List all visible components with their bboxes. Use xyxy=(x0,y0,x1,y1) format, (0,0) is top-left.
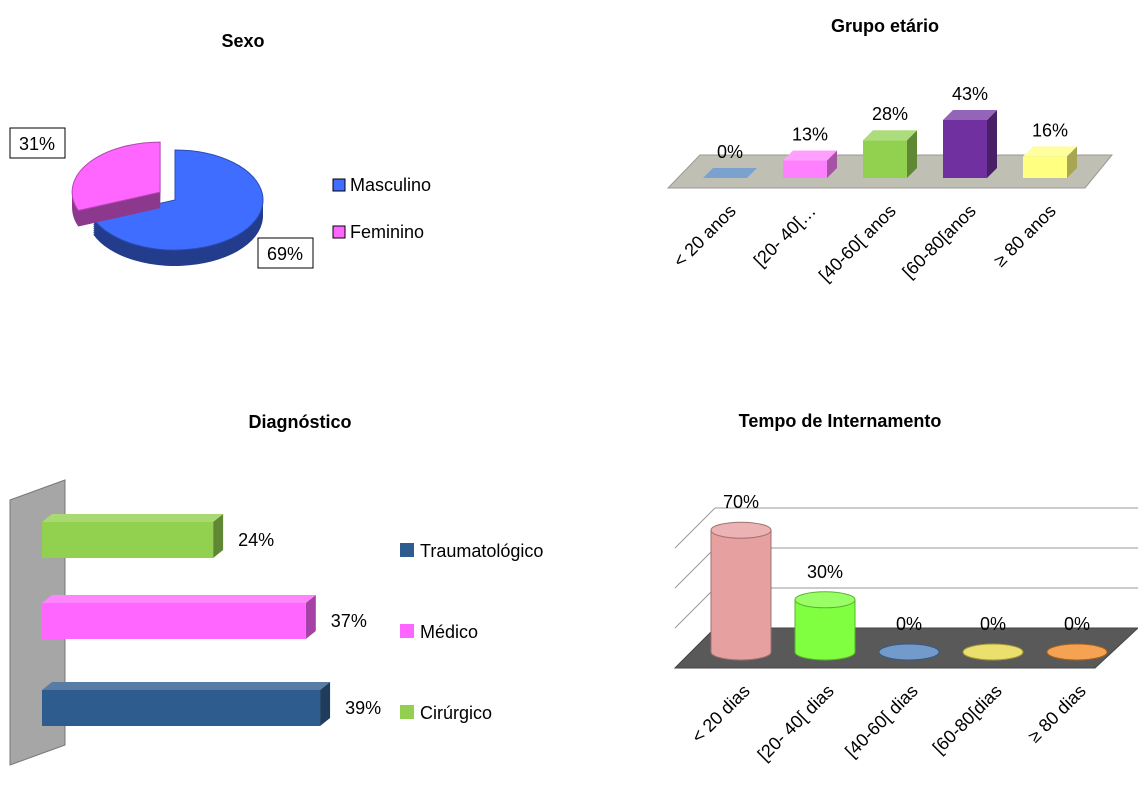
bar-side xyxy=(213,514,224,558)
value-label: 30% xyxy=(807,562,843,582)
legend-label: Feminino xyxy=(350,222,424,242)
value-label: 39% xyxy=(345,698,381,718)
bar-top xyxy=(42,682,331,690)
bar xyxy=(1023,156,1067,178)
x-tick-label: ≥ 80 anos xyxy=(990,201,1060,271)
grid-line xyxy=(674,507,716,549)
value-label: 31% xyxy=(19,134,55,154)
bar-side xyxy=(305,595,316,639)
x-tick-label: < 20 anos xyxy=(669,201,739,271)
x-tick-label: ≥ 80 dias xyxy=(1024,681,1090,747)
bar-top xyxy=(943,109,997,120)
x-tick-label: [40-60[ anos xyxy=(815,201,900,286)
legend-swatch xyxy=(400,705,414,719)
x-tick-label: [60-80[anos xyxy=(898,201,979,282)
bar-top xyxy=(703,168,757,178)
bar-side xyxy=(827,150,837,178)
bar-top xyxy=(863,130,917,141)
x-tick-label: [20- 40[ dias xyxy=(754,681,838,765)
value-label: 37% xyxy=(331,611,367,631)
grid-line xyxy=(674,587,716,629)
bar xyxy=(783,160,827,178)
legend-label: Traumatológico xyxy=(420,541,543,561)
value-label: 70% xyxy=(723,492,759,512)
bar-side xyxy=(987,109,997,178)
bar xyxy=(943,119,987,178)
chart-title: Grupo etário xyxy=(831,16,939,36)
x-tick-label: [20- 40[… xyxy=(750,201,820,271)
chart-title: Sexo xyxy=(221,31,264,51)
value-label: 0% xyxy=(717,142,743,162)
bar xyxy=(863,140,907,178)
chart-title: Tempo de Internamento xyxy=(739,411,942,431)
value-label: 16% xyxy=(1032,120,1068,140)
legend-swatch xyxy=(400,543,414,557)
legend-swatch xyxy=(400,624,414,638)
legend-label: Masculino xyxy=(350,175,431,195)
x-tick-label: < 20 dias xyxy=(688,681,754,747)
value-label: 69% xyxy=(267,244,303,264)
bar xyxy=(42,522,214,558)
x-tick-label: [60-80[dias xyxy=(929,681,1006,758)
grid-line xyxy=(674,547,716,589)
value-label: 13% xyxy=(792,124,828,144)
value-label: 0% xyxy=(980,614,1006,634)
chart-title: Diagnóstico xyxy=(248,412,351,432)
bar xyxy=(42,690,321,726)
cylinder-top xyxy=(878,643,940,661)
bar-side xyxy=(320,682,331,726)
cylinder-top xyxy=(794,591,856,609)
legend-label: Médico xyxy=(420,622,478,642)
value-label: 0% xyxy=(1064,614,1090,634)
bar-top xyxy=(42,514,224,522)
slice xyxy=(71,141,161,212)
value-label: 28% xyxy=(872,104,908,124)
bar xyxy=(42,603,306,639)
bar-top xyxy=(42,595,316,603)
legend-label: Cirúrgico xyxy=(420,703,492,723)
bar-top xyxy=(783,150,837,161)
value-label: 24% xyxy=(238,530,274,550)
cylinder-top xyxy=(710,521,772,539)
bar-side xyxy=(1067,146,1077,178)
value-label: 0% xyxy=(896,614,922,634)
legend-swatch xyxy=(332,225,346,239)
label-box xyxy=(9,127,66,159)
cylinder-body xyxy=(794,599,856,661)
value-label: 43% xyxy=(952,84,988,104)
x-tick-label: [40-60[ dias xyxy=(841,681,922,762)
slice xyxy=(92,149,264,251)
cylinder-top xyxy=(1046,643,1108,661)
legend-swatch xyxy=(332,178,346,192)
cylinder-body xyxy=(710,529,772,661)
bar-side xyxy=(907,130,917,178)
bar-top xyxy=(1023,146,1077,157)
label-box xyxy=(257,237,314,269)
cylinder-top xyxy=(962,643,1024,661)
